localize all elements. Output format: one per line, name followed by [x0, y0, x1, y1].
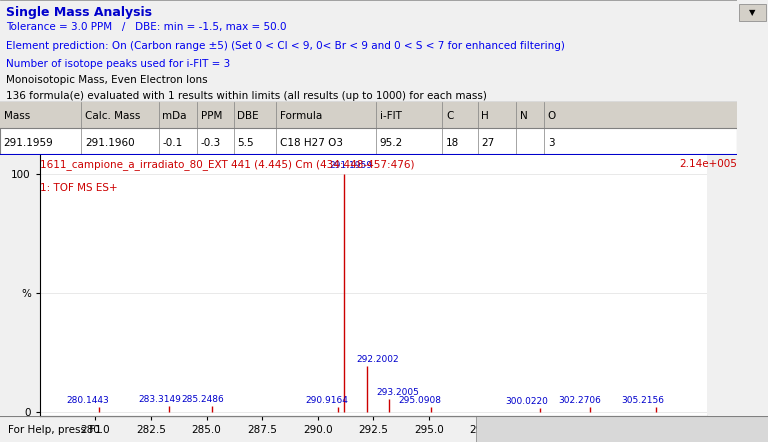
Text: DBE: DBE [237, 111, 259, 121]
Text: N: N [520, 111, 528, 121]
Text: m/z: m/z [686, 434, 707, 442]
Text: 280.1443: 280.1443 [66, 396, 109, 405]
Text: 291.1959: 291.1959 [4, 137, 54, 148]
Text: 290.9164: 290.9164 [306, 396, 349, 405]
Text: 292.2002: 292.2002 [356, 355, 399, 364]
Text: ▼: ▼ [750, 8, 756, 17]
Text: PPM: PPM [200, 111, 222, 121]
Text: 300.0220: 300.0220 [505, 397, 548, 406]
Text: 295.0908: 295.0908 [398, 396, 441, 405]
Text: 136 formula(e) evaluated with 1 results within limits (all results (up to 1000) : 136 formula(e) evaluated with 1 results … [6, 91, 487, 102]
Text: Mass: Mass [4, 111, 30, 121]
Text: mDa: mDa [162, 111, 187, 121]
Text: 3: 3 [548, 137, 554, 148]
Text: 95.2: 95.2 [379, 137, 403, 148]
Text: Single Mass Analysis: Single Mass Analysis [6, 6, 152, 19]
Text: 293.2005: 293.2005 [376, 388, 419, 396]
Text: C18 H27 O3: C18 H27 O3 [280, 137, 343, 148]
Text: 291.1959: 291.1959 [329, 161, 372, 170]
Text: -0.1: -0.1 [162, 137, 183, 148]
Text: O: O [548, 111, 556, 121]
Text: 302.2706: 302.2706 [558, 396, 601, 405]
Text: 27: 27 [482, 137, 495, 148]
Bar [739, 4, 766, 21]
Text: 5.5: 5.5 [237, 137, 254, 148]
Text: -0.3: -0.3 [200, 137, 220, 148]
Text: Formula: Formula [280, 111, 323, 121]
Text: 2.14e+005: 2.14e+005 [680, 159, 737, 169]
Text: 1611_campione_a_irradiato_80_EXT 441 (4.445) Cm (434:448-457:476): 1611_campione_a_irradiato_80_EXT 441 (4.… [40, 159, 415, 170]
Text: Tolerance = 3.0 PPM   /   DBE: min = -1.5, max = 50.0: Tolerance = 3.0 PPM / DBE: min = -1.5, m… [6, 23, 286, 32]
Text: Calc. Mass: Calc. Mass [84, 111, 141, 121]
Text: i-FIT: i-FIT [379, 111, 402, 121]
Bar [476, 416, 768, 442]
Text: 285.2486: 285.2486 [182, 395, 224, 404]
Text: 18: 18 [446, 137, 459, 148]
Text: 283.3149: 283.3149 [139, 396, 182, 404]
Text: 1: TOF MS ES+: 1: TOF MS ES+ [40, 183, 118, 194]
Text: C: C [446, 111, 453, 121]
Text: H: H [482, 111, 489, 121]
Text: Monoisotopic Mass, Even Electron Ions: Monoisotopic Mass, Even Electron Ions [6, 75, 207, 85]
Text: Number of isotope peaks used for i-FIT = 3: Number of isotope peaks used for i-FIT =… [6, 59, 230, 69]
Text: For Help, press F1: For Help, press F1 [8, 426, 101, 435]
Text: Element prediction: On (Carbon range ±5) (Set 0 < Cl < 9, 0< Br < 9 and 0 < S < : Element prediction: On (Carbon range ±5)… [6, 41, 564, 51]
Text: 305.2156: 305.2156 [621, 396, 664, 405]
Bar [0, 102, 737, 128]
Text: 291.1960: 291.1960 [84, 137, 134, 148]
